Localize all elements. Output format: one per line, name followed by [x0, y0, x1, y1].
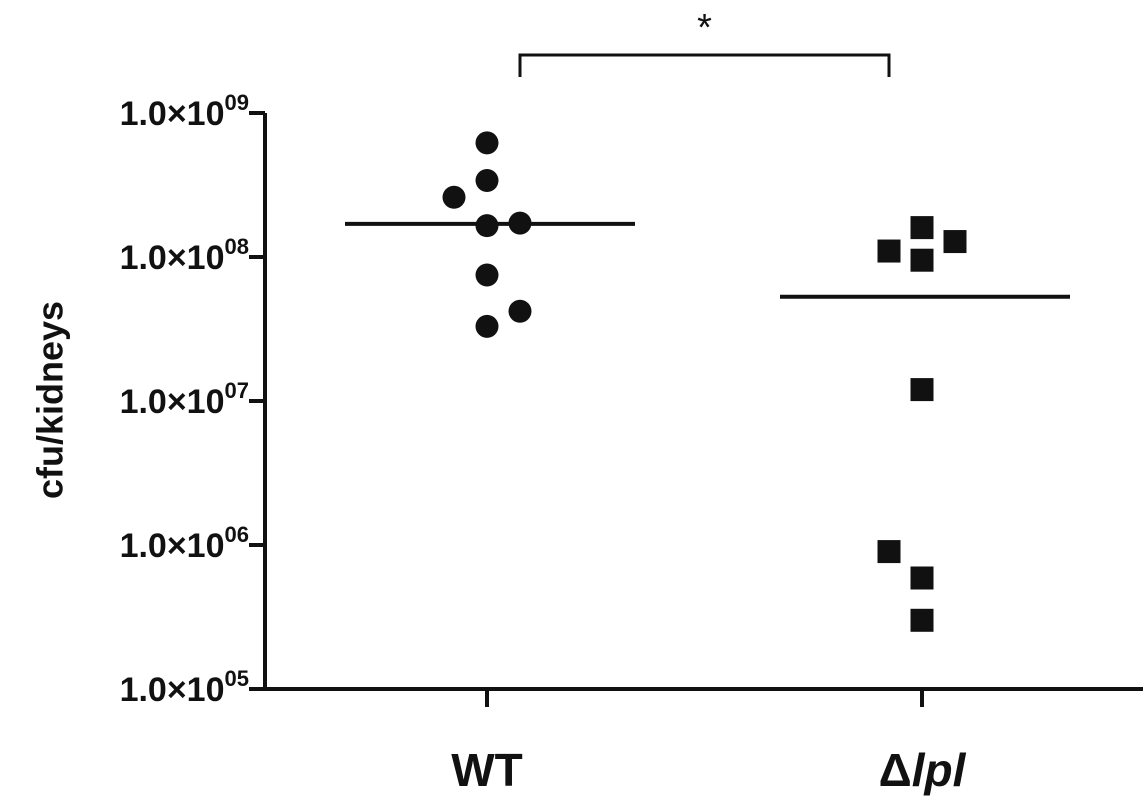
significance-bracket-line — [518, 53, 891, 77]
y-tick-mantissa: 1.0×10 — [120, 95, 225, 133]
y-tick-label: 1.0×1006 — [120, 522, 249, 565]
data-point-circle — [475, 131, 499, 155]
data-point-circle — [475, 214, 499, 238]
x-category-label: WT — [451, 744, 523, 796]
x-category-label: Δlpl — [879, 744, 967, 796]
data-points — [345, 131, 1070, 632]
y-tick-exponent: 09 — [225, 90, 249, 115]
data-point-circle — [508, 211, 532, 235]
data-point-square — [910, 216, 934, 240]
significance-label: * — [697, 7, 712, 49]
category-italic: lpl — [912, 744, 967, 796]
y-tick-label: 1.0×1007 — [120, 378, 249, 421]
data-point-circle — [475, 263, 499, 287]
data-point-square — [910, 248, 934, 272]
y-tick-exponent: 05 — [225, 666, 249, 691]
y-tick-label: 1.0×1009 — [120, 90, 249, 133]
x-categories: WT Δlpl — [451, 689, 967, 796]
data-point-circle — [442, 185, 466, 209]
category-prefix: Δ — [879, 744, 912, 796]
data-point-square — [943, 230, 967, 254]
data-point-square — [910, 608, 934, 632]
significance-bracket: * — [518, 7, 891, 77]
data-point-square — [910, 378, 934, 402]
data-point-circle — [475, 314, 499, 338]
y-tick-exponent: 08 — [225, 234, 249, 259]
y-tick-mantissa: 1.0×10 — [120, 527, 225, 565]
y-tick-mantissa: 1.0×10 — [120, 671, 225, 709]
y-axis-label: cfu/kidneys — [30, 301, 71, 499]
y-tick-label: 1.0×1008 — [120, 234, 249, 277]
data-point-square — [877, 540, 901, 564]
y-tick-mantissa: 1.0×10 — [120, 383, 225, 421]
y-tick-exponent: 06 — [225, 522, 249, 547]
data-point-circle — [508, 299, 532, 323]
y-tick-mantissa: 1.0×10 — [120, 239, 225, 277]
data-point-circle — [475, 168, 499, 192]
y-tick-label: 1.0×1005 — [120, 666, 249, 709]
category-prefix: WT — [451, 744, 523, 796]
axes — [263, 113, 1143, 691]
data-point-square — [877, 239, 901, 263]
y-tick-exponent: 07 — [225, 378, 249, 403]
data-point-square — [910, 566, 934, 590]
